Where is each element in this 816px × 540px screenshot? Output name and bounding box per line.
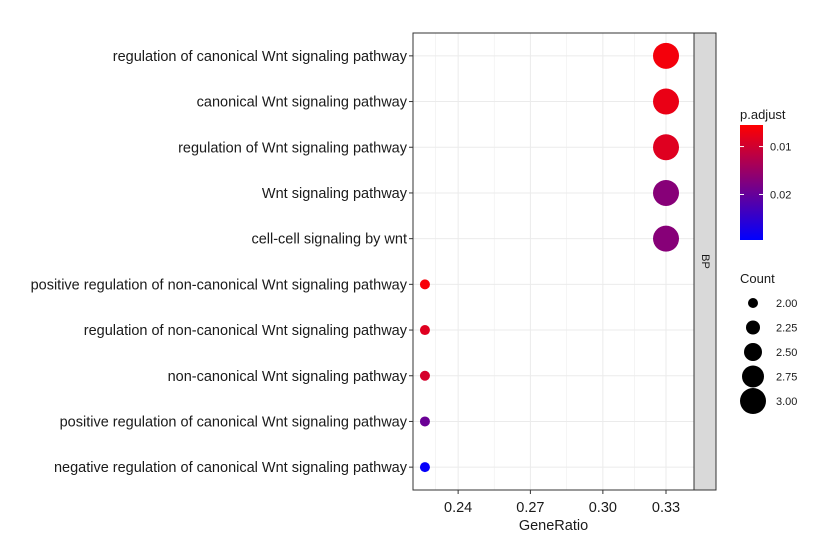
y-tick-label: non-canonical Wnt signaling pathway bbox=[168, 369, 408, 385]
color-legend-label: 0.01 bbox=[770, 142, 791, 154]
data-point bbox=[653, 88, 680, 115]
color-legend-bar bbox=[740, 125, 763, 240]
data-point bbox=[419, 416, 430, 427]
data-point bbox=[653, 225, 680, 252]
color-legend: p.adjust 0.01 0.02 bbox=[740, 107, 791, 240]
size-legend-label: 2.50 bbox=[776, 347, 797, 359]
color-legend-label: 0.02 bbox=[770, 189, 791, 201]
data-point bbox=[419, 370, 430, 381]
y-tick-label: Wnt signaling pathway bbox=[262, 186, 408, 202]
data-point bbox=[419, 279, 430, 290]
x-tick-label: 0.33 bbox=[652, 500, 680, 516]
size-legend-key bbox=[742, 365, 764, 388]
x-axis: 0.24 0.27 0.30 0.33 bbox=[444, 490, 680, 516]
color-legend-title: p.adjust bbox=[740, 107, 786, 122]
x-tick-label: 0.24 bbox=[444, 500, 472, 516]
data-point bbox=[653, 42, 680, 69]
size-legend-key bbox=[748, 298, 758, 308]
data-points bbox=[419, 42, 680, 473]
x-tick-label: 0.27 bbox=[516, 500, 544, 516]
y-tick-label: regulation of Wnt signaling pathway bbox=[178, 140, 408, 156]
facet-strip: BP bbox=[693, 32, 717, 491]
data-point bbox=[419, 462, 430, 473]
y-tick-label: regulation of canonical Wnt signaling pa… bbox=[113, 49, 408, 65]
y-tick-label: positive regulation of non-canonical Wnt… bbox=[31, 277, 408, 293]
size-legend-key bbox=[746, 320, 760, 335]
x-axis-title: GeneRatio bbox=[519, 518, 588, 534]
size-legend-label: 2.25 bbox=[776, 323, 797, 335]
data-point bbox=[653, 134, 680, 161]
facet-strip-box bbox=[693, 32, 717, 491]
size-legend-label: 2.00 bbox=[776, 298, 797, 310]
size-legend-title: Count bbox=[740, 271, 775, 286]
size-legend-key bbox=[744, 343, 762, 361]
y-tick-label: regulation of non-canonical Wnt signalin… bbox=[84, 323, 408, 339]
y-tick-label: positive regulation of canonical Wnt sig… bbox=[60, 414, 408, 430]
facet-strip-label: BP bbox=[699, 254, 711, 269]
y-tick-label: canonical Wnt signaling pathway bbox=[197, 95, 408, 111]
size-legend-label: 2.75 bbox=[776, 372, 797, 384]
size-legend-label: 3.00 bbox=[776, 396, 797, 408]
x-tick-label: 0.30 bbox=[589, 500, 617, 516]
y-axis: regulation of canonical Wnt signaling pa… bbox=[31, 49, 413, 476]
y-tick-label: negative regulation of canonical Wnt sig… bbox=[54, 460, 408, 476]
size-legend-key bbox=[740, 388, 766, 414]
data-point bbox=[419, 325, 430, 336]
data-point bbox=[653, 179, 680, 206]
y-tick-label: cell-cell signaling by wnt bbox=[251, 232, 407, 248]
